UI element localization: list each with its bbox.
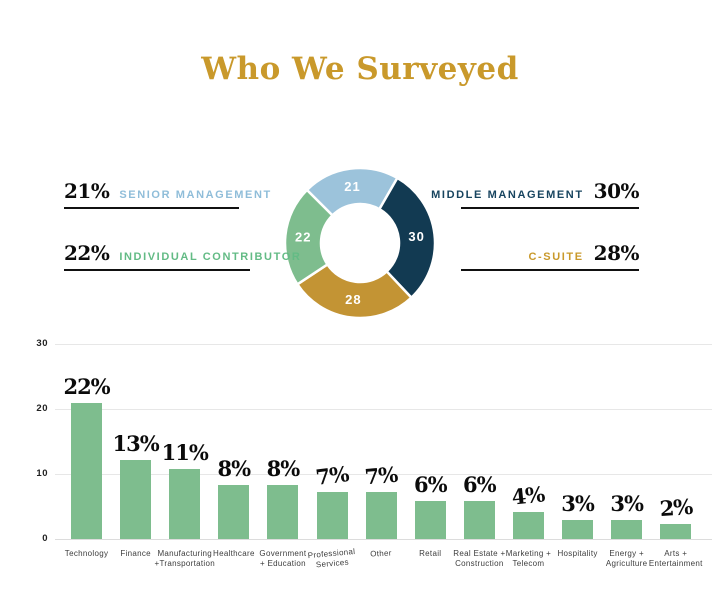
bar-category-label-line: Agriculture [605,559,648,568]
bar-category-label-line: Manufacturing [157,549,213,558]
bar-value-label: 22% [63,373,110,399]
bar-category-label: Real Estate + Construction [437,549,521,569]
donut-segment-c-suite [296,263,413,320]
bar-category-label-line: Construction [455,559,504,568]
middle-management-label: MIDDLE MANAGEMENT [431,189,584,201]
bar-category-label: Technology [45,549,129,559]
bar-value-label: 6% [463,472,497,498]
bar-value-label: 2% [658,493,693,522]
bar-category-label: Healthcare [192,549,276,559]
bar-category-label-line: Technology [64,549,109,558]
c-suite-percent: 28% [593,241,640,265]
senior-management-percent: 21% [64,179,110,203]
bar-category-label: Retail [388,549,472,559]
bar-category-label: Hospitality [536,549,620,559]
bar [660,524,692,539]
bar-category-label: Marketing + Telecom [486,549,570,569]
bar-category-label-line: Entertainment [648,559,703,568]
bar [169,468,201,539]
bar [365,492,397,539]
bar-value-label: 8% [266,456,301,482]
bar-category-label-line: Healthcare [213,549,255,558]
individual-contributor-label: INDIVIDUAL CONTRIBUTOR [119,251,302,263]
bar [611,520,643,539]
bar-category-label-line: Retail [419,549,442,558]
y-axis-tick-label: 0 [42,533,48,544]
donut-chart: 21 30 28 22 [283,166,437,320]
y-axis-tick-label: 30 [36,338,48,349]
middle-management-percent: 30% [593,179,640,203]
donut-segment-value: 22 [295,230,311,245]
bar-value-label: 6% [413,472,448,498]
gridline [55,474,712,475]
bar [120,459,152,539]
bar-category-label-line: Energy + [609,549,644,558]
bar [218,485,250,539]
bar [512,511,544,539]
bar-category-label-line: +Transportation [154,559,215,568]
gridline [55,539,712,540]
y-axis-tick-label: 20 [36,403,48,414]
bar-category-label: Finance [94,549,178,559]
bar [316,492,348,539]
bar-category-label-line: + Education [260,559,306,568]
bar-category-label-line: Government [259,549,307,558]
bar-category-label-line: Finance [120,549,151,558]
bar-category-label-line: Real Estate + [453,549,506,558]
donut-segment-value: 21 [344,179,360,194]
callout-individual-contributor: 22% INDIVIDUAL CONTRIBUTOR [64,241,300,271]
callout-middle-management: MIDDLE MANAGEMENT 30% [431,179,640,209]
bar [414,501,446,539]
bar-value-label: 3% [610,491,644,517]
y-axis-tick-label: 10 [36,468,48,479]
bar-value-label: 8% [217,456,252,482]
bar [267,485,299,539]
callout-senior-management: 21% SENIOR MANAGEMENT [64,179,270,209]
gridline [55,344,712,345]
bar-value-label: 11% [161,439,209,465]
individual-contributor-percent: 22% [64,241,110,265]
bar-category-label-line: Marketing + [505,549,552,558]
bar [71,402,103,539]
donut-segment-individual-contributor [283,188,334,286]
donut-segment-value: 30 [408,229,424,244]
bar-category-label: Manufacturing +Transportation [143,549,227,569]
bar-category-label: Energy + Agriculture [585,549,669,569]
bar-category-label-line: Hospitality [557,549,598,558]
bar-category-label-line: Telecom [512,559,545,568]
donut-segment-value: 28 [345,292,361,307]
gridline [55,409,712,410]
donut-segment-middle-management [378,176,437,299]
page-title: Who We Surveyed [201,51,519,87]
bar-category-label: Arts + Entertainment [634,549,718,569]
callout-c-suite: C-SUITE 28% [461,241,640,271]
bar-value-label: 13% [112,430,160,456]
bar-value-label: 3% [561,491,595,517]
bar [562,520,594,539]
bar-category-label: Government + Education [241,549,325,569]
senior-management-label: SENIOR MANAGEMENT [119,189,272,201]
c-suite-label: C-SUITE [528,251,584,263]
bar [463,501,495,539]
bar-category-label-line: Arts + [664,549,688,558]
